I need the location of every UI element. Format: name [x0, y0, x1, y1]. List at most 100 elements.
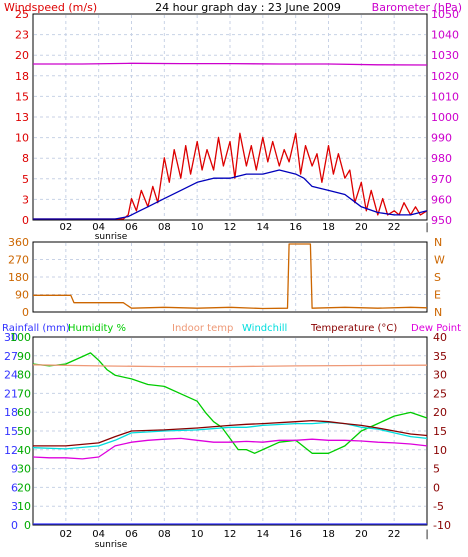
x-tick-label: 06 [125, 222, 138, 233]
rainfall-tick: 24 [4, 369, 18, 382]
barometer-tick: 1050 [431, 8, 459, 21]
humidity-tick: 100 [10, 331, 31, 344]
direction-degree-tick: 90 [15, 289, 29, 302]
windspeed-tick: 3 [22, 193, 29, 206]
x-tick-label: 08 [158, 529, 171, 540]
wind-time-tick-labels: 02 04 06 08 10 12 14 16 18 20 22 | [59, 222, 428, 233]
rainfall-tick: 3 [11, 500, 18, 513]
rainfall-tick: 6 [11, 481, 18, 494]
x-tick-label: 06 [125, 529, 138, 540]
legend-dew-point: Dew Point [411, 323, 461, 334]
temperature-tick: -5 [433, 500, 444, 513]
windspeed-tick: 8 [22, 152, 29, 165]
windspeed-tick-labels: 0 3 5 8 10 13 15 18 20 23 25 [15, 8, 29, 227]
humidity-tick: 10 [17, 500, 31, 513]
x-tick-label: 20 [355, 222, 368, 233]
legend-rainfall: Rainfall (mm) [2, 323, 70, 334]
dew-point-line [32, 437, 428, 460]
x-tick-label: 10 [191, 222, 204, 233]
x-tick-label: 22 [388, 529, 401, 540]
barometer-tick: 980 [431, 152, 452, 165]
humidity-tick: 40 [17, 444, 31, 457]
rainfall-tick: 30 [4, 331, 18, 344]
barometer-line [33, 62, 428, 66]
direction-compass-tick: N [434, 236, 442, 249]
direction-compass-tick: E [434, 289, 441, 302]
humidity-tick: 0 [24, 519, 31, 532]
humidity-tick: 90 [17, 350, 31, 363]
legend-temperature: Temperature (°C) [310, 323, 397, 334]
windchill-line [32, 421, 428, 450]
temperature-tick: 15 [433, 425, 447, 438]
windspeed-tick: 20 [15, 49, 29, 62]
legend-indoor-temp: Indoor temp [172, 323, 233, 334]
rainfall-tick: 0 [11, 519, 18, 532]
x-tick-label: 12 [224, 222, 237, 233]
windspeed-tick: 18 [15, 70, 29, 83]
wind-grid [34, 15, 426, 219]
x-tick-label: 18 [322, 529, 335, 540]
wind-direction-line [33, 243, 428, 310]
direction-degree-labels: 0 90 180 270 360 [8, 236, 29, 319]
windspeed-tick: 15 [15, 90, 29, 103]
x-tick-label: 14 [256, 529, 269, 540]
windspeed-line [33, 132, 428, 220]
windspeed-tick: 25 [15, 8, 29, 21]
direction-grid [34, 243, 426, 311]
windspeed-tick: 5 [22, 173, 29, 186]
x-tick-label: 14 [256, 222, 269, 233]
windspeed-tick: 10 [15, 132, 29, 145]
temperature-tick: 20 [433, 406, 447, 419]
x-tick-label: 16 [289, 222, 302, 233]
x-tick-label: 12 [224, 529, 237, 540]
rainfall-tick-labels: 0 3 6 9 12 15 18 21 24 27 30 [4, 331, 18, 532]
x-end-mark: | [425, 529, 428, 540]
barometer-tick-labels: 950 960 970 980 990 1000 1010 1020 1030 1040 1050 [431, 8, 459, 227]
x-tick-label: 10 [191, 529, 204, 540]
temperature-tick: -10 [433, 519, 451, 532]
sunrise-label-bottom: sunrise [95, 540, 128, 550]
barometer-tick: 1000 [431, 111, 459, 124]
rainfall-tick: 15 [4, 425, 18, 438]
rainfall-tick: 12 [4, 444, 18, 457]
barometer-tick: 970 [431, 173, 452, 186]
barometer-tick: 960 [431, 193, 452, 206]
rainfall-tick: 9 [11, 463, 18, 476]
rainfall-tick: 21 [4, 387, 18, 400]
humidity-tick: 80 [17, 369, 31, 382]
indoor-temp-line [32, 364, 428, 368]
humidity-tick: 20 [17, 481, 31, 494]
x-tick-label: 18 [322, 222, 335, 233]
x-tick-label: 04 [92, 529, 105, 540]
rainfall-tick: 18 [4, 406, 18, 419]
temperature-tick: 40 [433, 331, 447, 344]
direction-degree-tick: 270 [8, 254, 29, 267]
barometer-axis-title: Barometer (hPa) [372, 1, 462, 14]
barometer-tick: 990 [431, 132, 452, 145]
x-tick-label: 02 [59, 529, 72, 540]
temperature-line [33, 419, 428, 447]
temperature-tick: 10 [433, 444, 447, 457]
barometer-tick: 1020 [431, 70, 459, 83]
direction-plot-frame [32, 241, 428, 313]
barometer-tick: 1030 [431, 49, 459, 62]
temperature-tick: 5 [433, 463, 440, 476]
barometer-tick: 1040 [431, 29, 459, 42]
temp-humidity-panel: Rainfall (mm) Humidity % Indoor temp Win… [2, 323, 461, 550]
windspeed-tick: 0 [22, 214, 29, 227]
temp-time-tick-labels: 02 04 06 08 10 12 14 16 18 20 22 | [59, 529, 428, 540]
temperature-tick: 25 [433, 387, 447, 400]
legend-humidity: Humidity % [68, 323, 126, 334]
wind-average-line [33, 169, 428, 220]
humidity-tick: 30 [17, 463, 31, 476]
direction-degree-tick: 180 [8, 271, 29, 284]
temperature-tick: 0 [433, 481, 440, 494]
humidity-tick: 50 [17, 425, 31, 438]
x-tick-label: 04 [92, 222, 105, 233]
windspeed-axis-title: Windspeed (m/s) [4, 1, 97, 14]
direction-series-line [33, 243, 428, 310]
direction-degree-tick: 0 [22, 306, 29, 319]
